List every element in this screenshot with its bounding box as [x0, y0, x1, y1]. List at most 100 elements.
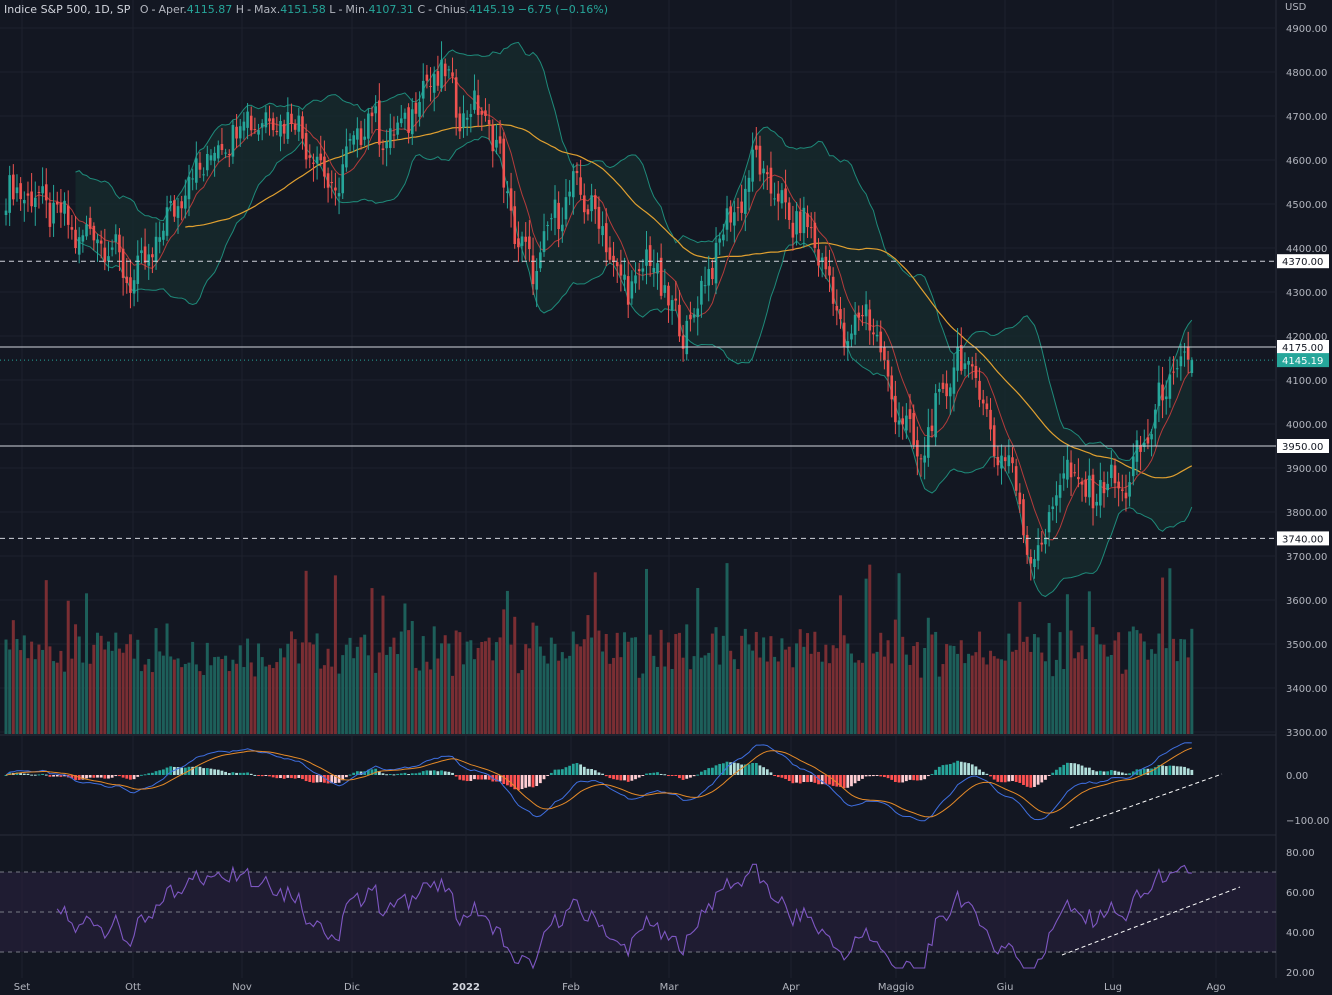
macd-histogram-bar [974, 766, 978, 775]
macd-histogram-bar [469, 775, 473, 781]
macd-histogram-bar [875, 775, 879, 776]
volume-bar [930, 634, 934, 734]
volume-bar [575, 644, 579, 734]
macd-histogram-bar [802, 775, 806, 782]
candle [173, 200, 176, 217]
volume-bar [1120, 673, 1124, 734]
candle [575, 170, 579, 174]
macd-histogram-bar [1047, 775, 1051, 776]
rsi-tick: 80.00 [1286, 848, 1315, 859]
volume-bar [472, 659, 476, 734]
volume-bar [213, 657, 217, 734]
volume-bar [341, 655, 345, 734]
rsi-trendline[interactable] [1061, 886, 1241, 956]
volume-bar [44, 580, 48, 734]
volume-bar [308, 642, 312, 734]
macd-histogram-bar [246, 772, 249, 775]
volume-bar [55, 662, 59, 734]
volume-bar [377, 652, 381, 734]
candle [443, 63, 447, 77]
candle [15, 187, 19, 194]
volume-bar [795, 643, 799, 734]
macd-histogram-bar [458, 775, 462, 780]
candle [425, 74, 429, 81]
candle [103, 247, 107, 263]
volume-bar [835, 648, 839, 734]
macd-histogram-bar [963, 762, 967, 775]
candle [129, 277, 132, 293]
macd-histogram-bar [209, 768, 213, 775]
volume-bar [809, 653, 813, 734]
volume-bar [875, 651, 879, 734]
volume-bar [132, 658, 136, 734]
candle [681, 335, 685, 349]
volume-bar [396, 654, 400, 734]
macd-histogram-bar [1011, 775, 1014, 781]
macd-histogram-bar [758, 765, 762, 775]
macd-histogram-bar [381, 773, 385, 775]
volume-bar [685, 624, 689, 734]
volume-bar [505, 590, 509, 734]
candle [685, 320, 689, 355]
macd-histogram-bar [992, 775, 996, 780]
volume-bar [996, 658, 1000, 734]
candle [498, 136, 502, 144]
macd-histogram-bar [718, 763, 722, 775]
volume-bar [1040, 652, 1044, 734]
candle [1047, 512, 1051, 533]
candle [919, 458, 923, 460]
candle [670, 300, 674, 311]
volume-bar [637, 677, 641, 734]
volume-bar [183, 663, 187, 734]
macd-histogram-bar [286, 775, 290, 778]
macd-histogram-bar [996, 775, 1000, 782]
macd-histogram-bar [440, 770, 443, 775]
rsi-line [56, 863, 1192, 970]
candle [776, 193, 780, 202]
candle [593, 195, 597, 210]
macd-histogram-bar [791, 775, 795, 784]
volume-bar [322, 665, 326, 734]
bollinger-upper [75, 41, 1193, 462]
candle [231, 125, 235, 157]
macd-histogram-bar [850, 775, 853, 787]
volume-bar [1150, 649, 1154, 734]
candle [125, 276, 129, 284]
macd-trendline[interactable] [1069, 773, 1223, 829]
candle [1183, 351, 1186, 353]
volume-bar [608, 663, 612, 734]
macd-histogram-bar [264, 775, 268, 776]
candle [981, 399, 985, 404]
volume-bar [315, 633, 319, 734]
macd-line [5, 742, 1192, 822]
volume-bar [407, 630, 411, 734]
candle [601, 226, 604, 236]
macd-histogram-bar [886, 775, 890, 779]
candle [1073, 472, 1077, 474]
candle [1051, 506, 1055, 510]
volume-bar [187, 662, 191, 734]
level-label-box [1277, 439, 1329, 453]
macd-histogram-bar [912, 775, 916, 781]
candle [1157, 382, 1161, 406]
volume-bar [491, 660, 495, 734]
low-text: Min. [345, 3, 369, 16]
candle [1044, 537, 1047, 545]
volume-bar [831, 645, 835, 734]
candle [451, 72, 454, 77]
macd-histogram-bar [619, 775, 623, 781]
macd-histogram-bar [326, 775, 330, 784]
candle [23, 199, 26, 204]
macd-histogram-bar [1102, 771, 1106, 775]
macd-histogram-bar [729, 762, 733, 775]
macd-histogram-bar [626, 775, 630, 782]
volume-bar [524, 644, 528, 734]
candle [399, 118, 403, 124]
macd-histogram-bar [52, 775, 55, 777]
volume-bar [1142, 641, 1146, 734]
symbol-name[interactable]: Indice S&P 500, 1D, SP [4, 3, 131, 16]
macd-histogram-bar [41, 773, 44, 775]
volume-bar [897, 573, 901, 734]
